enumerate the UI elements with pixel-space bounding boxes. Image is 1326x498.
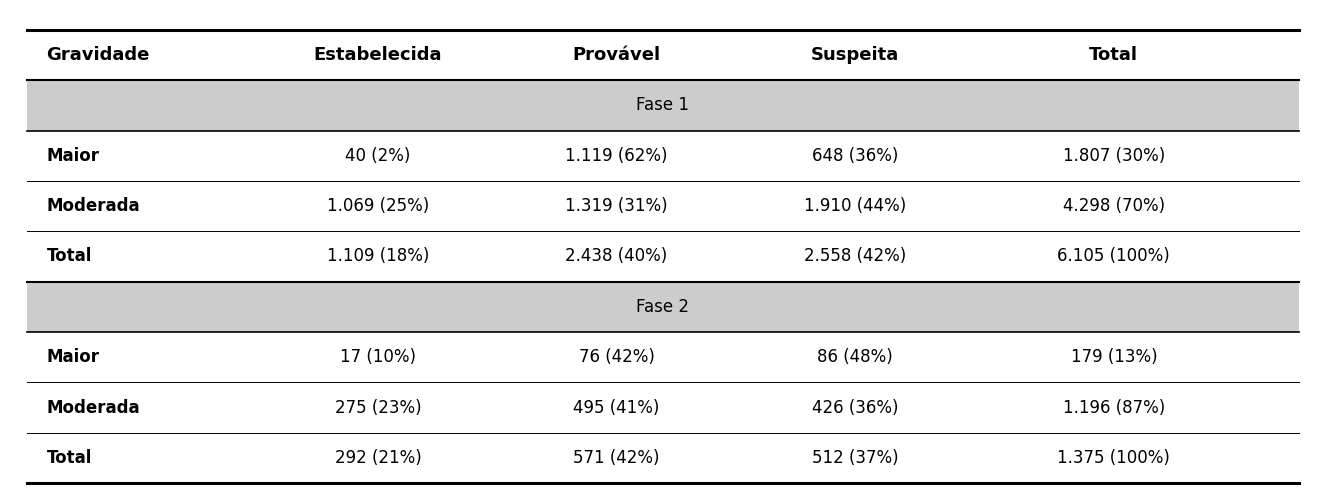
- Text: 76 (42%): 76 (42%): [578, 348, 655, 366]
- Text: 275 (23%): 275 (23%): [334, 398, 422, 416]
- Text: 571 (42%): 571 (42%): [573, 449, 660, 467]
- Text: 40 (2%): 40 (2%): [345, 147, 411, 165]
- Text: 1.807 (30%): 1.807 (30%): [1062, 147, 1166, 165]
- Text: 495 (41%): 495 (41%): [573, 398, 660, 416]
- Text: 1.375 (100%): 1.375 (100%): [1057, 449, 1171, 467]
- Text: Total: Total: [1090, 46, 1138, 64]
- Bar: [27, 30, 1299, 80]
- Bar: [27, 130, 1299, 181]
- Text: 2.438 (40%): 2.438 (40%): [565, 248, 668, 265]
- Bar: [27, 382, 1299, 433]
- Text: 4.298 (70%): 4.298 (70%): [1062, 197, 1166, 215]
- Text: Total: Total: [46, 449, 91, 467]
- Text: 179 (13%): 179 (13%): [1070, 348, 1158, 366]
- Text: 86 (48%): 86 (48%): [817, 348, 894, 366]
- Text: Moderada: Moderada: [46, 398, 141, 416]
- Text: Moderada: Moderada: [46, 197, 141, 215]
- Text: Fase 1: Fase 1: [636, 97, 690, 115]
- Text: 1.069 (25%): 1.069 (25%): [326, 197, 430, 215]
- Text: 6.105 (100%): 6.105 (100%): [1057, 248, 1171, 265]
- Text: Estabelecida: Estabelecida: [314, 46, 442, 64]
- Text: Provável: Provável: [573, 46, 660, 64]
- Text: 648 (36%): 648 (36%): [812, 147, 899, 165]
- Text: 17 (10%): 17 (10%): [339, 348, 416, 366]
- Text: Gravidade: Gravidade: [46, 46, 150, 64]
- Text: 2.558 (42%): 2.558 (42%): [804, 248, 907, 265]
- Text: 512 (37%): 512 (37%): [812, 449, 899, 467]
- Text: 1.196 (87%): 1.196 (87%): [1062, 398, 1166, 416]
- Text: Fase 2: Fase 2: [636, 298, 690, 316]
- Text: 1.319 (31%): 1.319 (31%): [565, 197, 668, 215]
- Text: Suspeita: Suspeita: [812, 46, 899, 64]
- Bar: [27, 80, 1299, 130]
- Bar: [27, 181, 1299, 231]
- Text: 1.910 (44%): 1.910 (44%): [804, 197, 907, 215]
- Bar: [27, 433, 1299, 483]
- Text: 1.119 (62%): 1.119 (62%): [565, 147, 668, 165]
- Text: 426 (36%): 426 (36%): [812, 398, 899, 416]
- Text: 1.109 (18%): 1.109 (18%): [326, 248, 430, 265]
- Text: Total: Total: [46, 248, 91, 265]
- Text: Maior: Maior: [46, 348, 99, 366]
- Text: Maior: Maior: [46, 147, 99, 165]
- Bar: [27, 332, 1299, 382]
- Bar: [27, 231, 1299, 282]
- Text: 292 (21%): 292 (21%): [334, 449, 422, 467]
- Bar: [27, 282, 1299, 332]
